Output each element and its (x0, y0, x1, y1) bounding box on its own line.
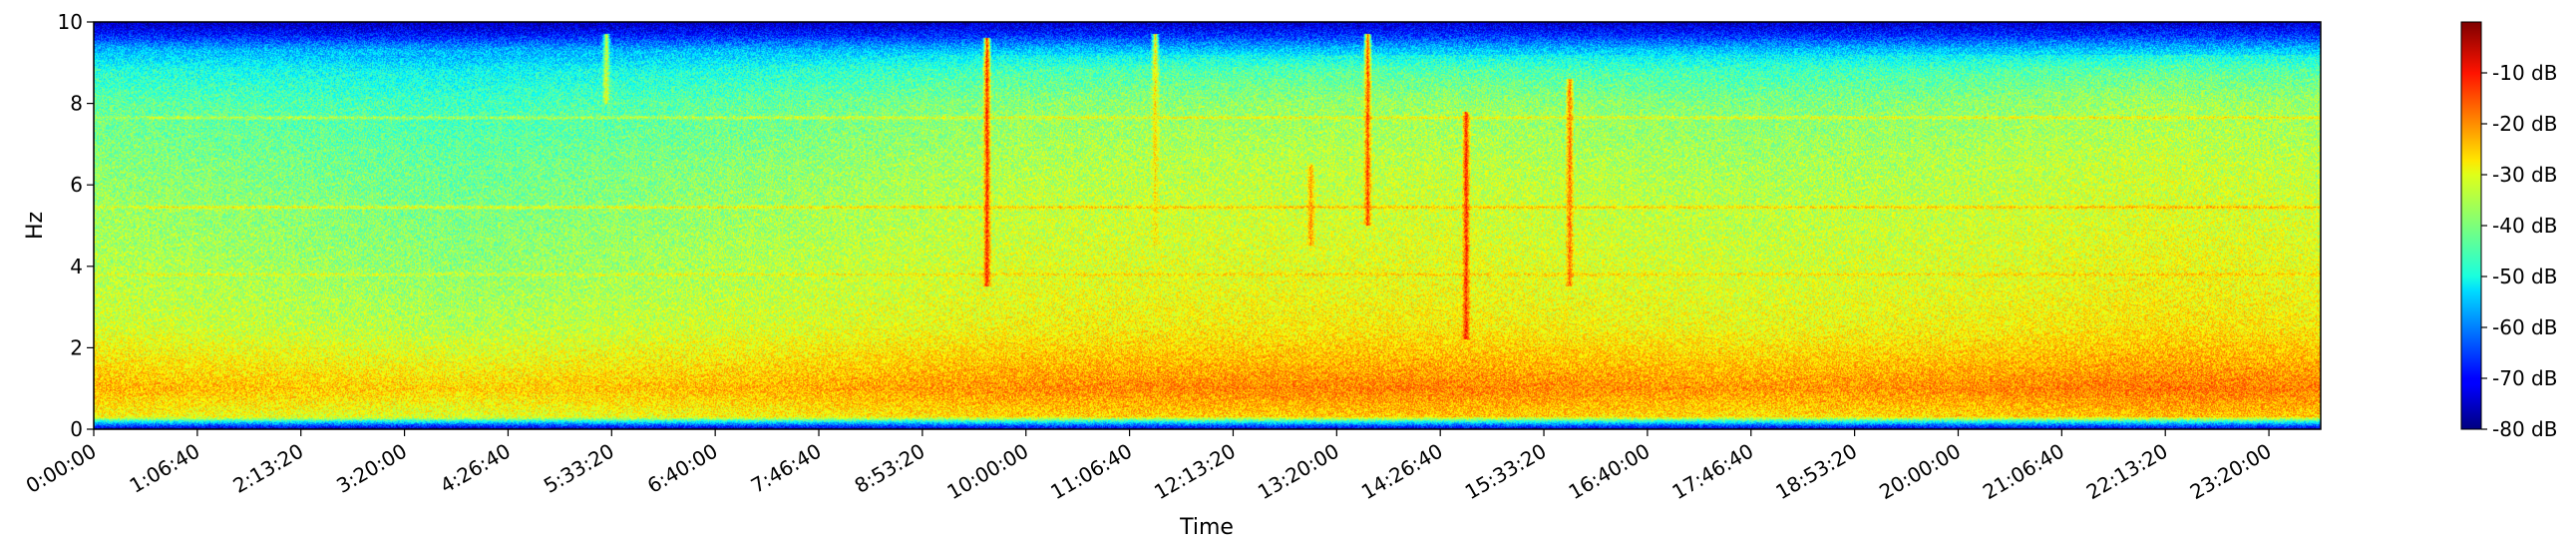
colorbar-tick-label: -70 dB (2492, 366, 2557, 390)
y-axis: 0 2 4 6 8 10 (58, 10, 94, 441)
x-axis: 0:00:00 1:06:40 2:13:20 3:20:00 4:26:40 5:33:… (22, 429, 2276, 504)
x-tick-label: 21:06:40 (1979, 439, 2068, 505)
x-tick-label: 20:00:00 (1875, 439, 1965, 505)
x-tick-label: 5:33:20 (540, 439, 618, 498)
x-tick-label: 17:46:40 (1667, 439, 1757, 505)
x-tick-label: 3:20:00 (332, 439, 411, 498)
x-tick-label: 10:00:00 (942, 439, 1032, 505)
x-tick-label: 15:33:20 (1461, 439, 1551, 505)
colorbar-tick-label: -40 dB (2492, 214, 2557, 238)
x-tick-label: 16:40:00 (1565, 439, 1655, 505)
colorbar-tick-label: -80 dB (2492, 417, 2557, 441)
x-tick-label: 18:53:20 (1771, 439, 1861, 505)
x-tick-label: 8:53:20 (851, 439, 929, 498)
x-tick-label: 7:46:40 (747, 439, 826, 498)
plot-frame (93, 21, 2322, 430)
x-tick-label: 2:13:20 (228, 439, 307, 498)
x-axis-label: Time (1179, 515, 1234, 540)
colorbar-tick-label: -20 dB (2492, 112, 2557, 136)
x-tick-label: 14:26:40 (1357, 439, 1447, 505)
colorbar-tick-label: -50 dB (2492, 265, 2557, 288)
y-tick-label: 10 (58, 10, 83, 34)
y-axis-label: Hz (23, 212, 48, 240)
spectrogram-image (94, 22, 2321, 429)
x-tick-label: 4:26:40 (436, 439, 515, 498)
colorbar-tick-label: -10 dB (2492, 61, 2557, 85)
y-tick-label: 4 (70, 255, 83, 278)
y-tick-label: 2 (70, 335, 83, 359)
y-tick-label: 8 (70, 92, 83, 116)
colorbar-gradient (2461, 22, 2481, 429)
x-tick-label: 13:20:00 (1254, 439, 1343, 505)
x-tick-label: 6:40:00 (643, 439, 722, 498)
x-tick-label: 0:00:00 (22, 439, 101, 498)
x-tick-label: 12:13:20 (1150, 439, 1240, 505)
plot-area (93, 21, 2322, 430)
colorbar-tick-label: -30 dB (2492, 163, 2557, 187)
x-tick-label: 22:13:20 (2082, 439, 2172, 505)
x-tick-label: 1:06:40 (126, 439, 204, 498)
y-tick-label: 0 (70, 417, 83, 441)
y-tick-label: 6 (70, 173, 83, 197)
colorbar-tick-label: -60 dB (2492, 315, 2557, 339)
colorbar: -10 dB -20 dB -30 dB -40 dB -50 dB -60 dB -70 … (2460, 21, 2557, 441)
x-tick-label: 11:06:40 (1046, 439, 1136, 505)
x-tick-label: 23:20:00 (2186, 439, 2276, 505)
